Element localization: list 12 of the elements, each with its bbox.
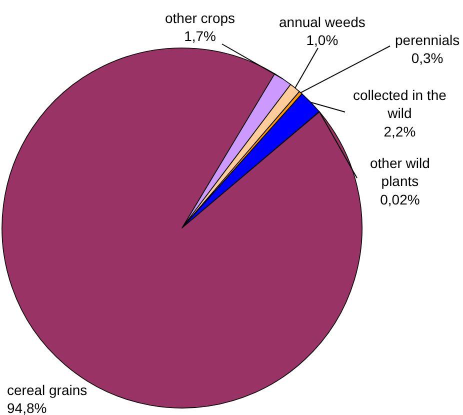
slice-label: other wild plants <box>370 155 430 190</box>
slice-label: other crops <box>165 10 236 26</box>
slice-label: collected in the wild <box>353 87 447 122</box>
data-label: 1,7% <box>184 28 216 44</box>
data-label: 94,8% <box>7 400 47 415</box>
slice-label: perennials <box>395 32 460 48</box>
slice-label: cereal grains <box>7 382 88 398</box>
data-label: 2,2% <box>384 123 416 140</box>
data-label: 0,02% <box>380 191 420 208</box>
data-label: 1,0% <box>306 32 338 48</box>
slice-label: annual weeds <box>279 14 366 30</box>
data-label: 0,3% <box>411 50 444 66</box>
